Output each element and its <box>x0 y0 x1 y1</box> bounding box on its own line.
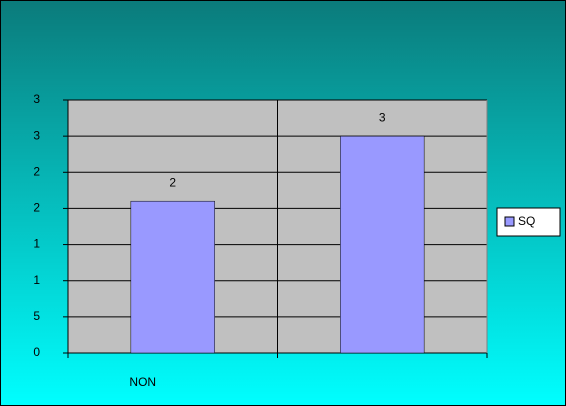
y-tick-label: 2 <box>33 201 40 215</box>
y-tick-label: 3 <box>33 92 40 106</box>
y-tick-label: 1 <box>33 237 40 251</box>
legend-label: SQ <box>518 214 535 228</box>
y-tick-label: 1 <box>33 273 40 287</box>
data-label: 3 <box>379 110 386 124</box>
bar <box>130 200 215 354</box>
x-tick-label: NON <box>129 375 156 389</box>
y-tick-label: 2 <box>33 164 40 178</box>
bar <box>340 135 425 354</box>
y-tick-label: 0 <box>33 345 40 359</box>
legend-swatch <box>504 216 515 227</box>
y-tick-label: 3 <box>33 128 40 142</box>
y-tick-label: 5 <box>33 309 40 323</box>
data-label: 2 <box>169 175 176 189</box>
